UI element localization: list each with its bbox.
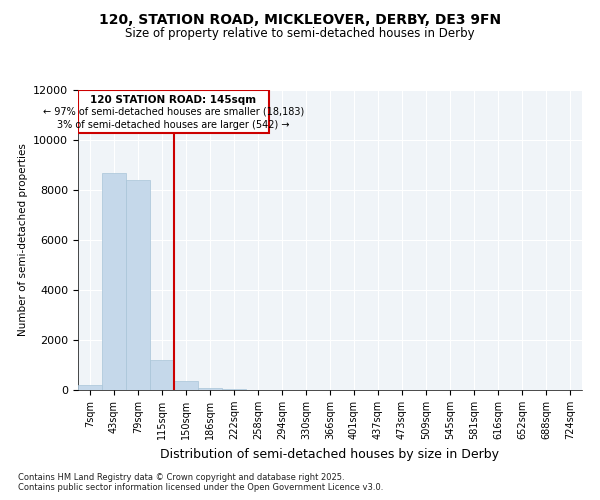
Bar bbox=[222, 389, 246, 390]
Bar bbox=[102, 172, 126, 390]
Bar bbox=[174, 381, 198, 390]
Y-axis label: Number of semi-detached properties: Number of semi-detached properties bbox=[17, 144, 28, 336]
Bar bbox=[198, 388, 222, 390]
Text: 120, STATION ROAD, MICKLEOVER, DERBY, DE3 9FN: 120, STATION ROAD, MICKLEOVER, DERBY, DE… bbox=[99, 12, 501, 26]
X-axis label: Distribution of semi-detached houses by size in Derby: Distribution of semi-detached houses by … bbox=[161, 448, 499, 460]
Bar bbox=[150, 360, 174, 390]
Bar bbox=[126, 180, 150, 390]
Text: 3% of semi-detached houses are larger (542) →: 3% of semi-detached houses are larger (5… bbox=[57, 120, 290, 130]
Text: Size of property relative to semi-detached houses in Derby: Size of property relative to semi-detach… bbox=[125, 28, 475, 40]
Text: 120 STATION ROAD: 145sqm: 120 STATION ROAD: 145sqm bbox=[91, 95, 256, 105]
FancyBboxPatch shape bbox=[78, 90, 269, 132]
Bar bbox=[78, 385, 102, 390]
Text: ← 97% of semi-detached houses are smaller (18,183): ← 97% of semi-detached houses are smalle… bbox=[43, 106, 304, 116]
Text: Contains HM Land Registry data © Crown copyright and database right 2025.
Contai: Contains HM Land Registry data © Crown c… bbox=[18, 473, 383, 492]
